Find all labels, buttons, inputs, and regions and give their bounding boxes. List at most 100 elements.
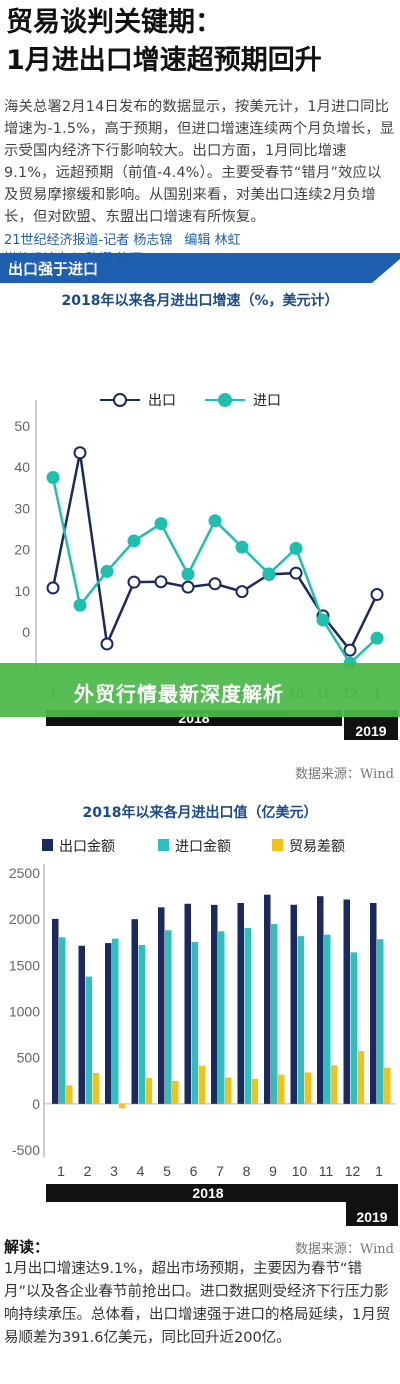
data-point <box>343 643 357 657</box>
bar-export <box>158 907 165 1104</box>
byline-editor-text: 编辑 林虹 <box>184 233 241 248</box>
data-point <box>100 637 114 651</box>
bar-export <box>290 904 297 1104</box>
x-tick-label: 8 <box>243 1163 251 1179</box>
byline-reporter: 21世纪经济报道-记者 杨志锦 编辑 林虹 <box>4 231 241 250</box>
bar-balance <box>66 1085 73 1104</box>
data-point <box>73 598 87 612</box>
data-point <box>235 585 249 599</box>
legend-swatch <box>272 839 283 851</box>
y-tick-label: 2000 <box>9 911 40 927</box>
promo-banner[interactable] <box>0 663 400 717</box>
data-point <box>46 581 60 595</box>
bar-import <box>85 976 92 1104</box>
year-band-2018 <box>46 1184 370 1202</box>
data-point <box>154 575 168 589</box>
x-tick-label: 4 <box>137 1163 145 1179</box>
y-tick-label: 10 <box>14 583 30 599</box>
bar-import <box>324 934 331 1104</box>
data-point <box>100 564 114 578</box>
y-tick-label: 40 <box>14 459 30 475</box>
data-point <box>208 514 222 528</box>
bar-balance <box>278 1074 285 1104</box>
byline-reporter-text: 21世纪经济报道-记者 杨志锦 <box>4 233 173 248</box>
bar-import <box>59 937 66 1104</box>
promo-banner-text[interactable]: 外贸行情最新深度解析 <box>74 682 284 706</box>
headline-line-1: 贸易谈判关键期： <box>6 7 222 38</box>
x-tick-label: 12 <box>345 1163 361 1179</box>
data-point <box>316 613 330 627</box>
x-tick-label: 1 <box>375 1163 383 1179</box>
bar-balance <box>92 1072 99 1104</box>
year-band-label: 2019 <box>355 723 386 739</box>
data-point <box>154 517 168 531</box>
bar-export <box>184 903 191 1104</box>
bar-export <box>105 943 112 1104</box>
bar-import <box>112 938 119 1104</box>
byline-design: 媒体设计中心 陈珊 徐晖 <box>4 252 143 267</box>
bar-balance <box>384 1067 391 1104</box>
bar-export <box>343 899 350 1104</box>
bar-import <box>138 944 145 1104</box>
y-tick-label: 20 <box>14 542 30 558</box>
bar-chart: -500 0 500 1000 1500 2000 2500 出口金额 进口金额 贸易差额 1 2 3 4… <box>9 838 398 1226</box>
bar-export <box>264 894 271 1104</box>
bar-import <box>165 930 172 1104</box>
headline-line-2: 1月进出口增速超预期回升 <box>6 45 322 76</box>
bar-export <box>317 896 324 1104</box>
legend-swatch <box>42 839 53 851</box>
y-tick-label: 30 <box>14 500 30 516</box>
data-point <box>73 446 87 460</box>
y-tick-label: 0 <box>22 624 30 640</box>
headline: 贸易谈判关键期： 1月进出口增速超预期回升 <box>6 4 398 80</box>
legend-marker <box>218 393 232 407</box>
analysis-title: 解读： <box>4 1238 50 1256</box>
data-point <box>235 540 249 554</box>
bar-export <box>52 918 59 1104</box>
bar-balance <box>119 1103 126 1109</box>
data-point <box>370 588 384 602</box>
section-bar <box>0 253 400 283</box>
data-point <box>370 631 384 645</box>
bar-balance <box>225 1077 232 1104</box>
year-band-2019 <box>346 1184 398 1226</box>
bar-import <box>271 924 278 1104</box>
data-point <box>127 575 141 589</box>
analysis-text: 1月出口增速达9.1%，超出市场预期，主要因为春节“错月”以及各企业春节前抢出口… <box>4 1261 391 1346</box>
byline: 21世纪经济报道-记者 杨志锦 编辑 林虹媒体设计中心 陈珊 徐晖 <box>4 231 241 269</box>
legend-label: 进口金额 <box>175 838 231 854</box>
bar-export <box>78 945 85 1104</box>
lede-paragraph: 海关总署2月14日发布的数据显示，按美元计，1月进口同比增速为-1.5%，高于预… <box>4 99 395 225</box>
legend-label: 出口金额 <box>59 838 115 854</box>
data-point <box>46 471 60 484</box>
y-tick-label: 2500 <box>9 865 40 881</box>
year-band-label: 2019 <box>356 1209 387 1225</box>
data-point <box>289 566 303 580</box>
data-point <box>262 567 276 581</box>
bar-export <box>211 904 218 1104</box>
bar-export <box>370 903 377 1104</box>
x-tick-label: 5 <box>163 1163 171 1179</box>
y-tick-label: 500 <box>17 1050 41 1066</box>
legend-label: 贸易差额 <box>289 838 345 854</box>
y-tick-label: 1000 <box>9 1004 40 1020</box>
data-point <box>208 577 222 591</box>
bar-export <box>237 903 244 1104</box>
y-tick-label: 50 <box>14 418 30 434</box>
bar-import <box>350 952 357 1104</box>
y-tick-label: 1500 <box>9 957 40 973</box>
x-tick-label: 3 <box>110 1163 118 1179</box>
x-tick-label: 7 <box>216 1163 224 1179</box>
bar-chart-source: 数据来源：Wind <box>295 1242 394 1257</box>
bar-import <box>377 939 384 1104</box>
x-tick-label: 9 <box>269 1163 277 1179</box>
bar-import <box>218 931 225 1104</box>
bar-balance <box>251 1078 258 1104</box>
y-tick-label: -500 <box>12 1142 40 1158</box>
data-point <box>181 567 195 581</box>
y-tick-label: 0 <box>32 1096 40 1112</box>
data-point <box>127 534 141 548</box>
legend-label: 出口 <box>148 392 176 408</box>
bar-balance <box>331 1065 338 1104</box>
bar-chart-title: 2018年以来各月进出口值（亿美元） <box>82 805 318 821</box>
